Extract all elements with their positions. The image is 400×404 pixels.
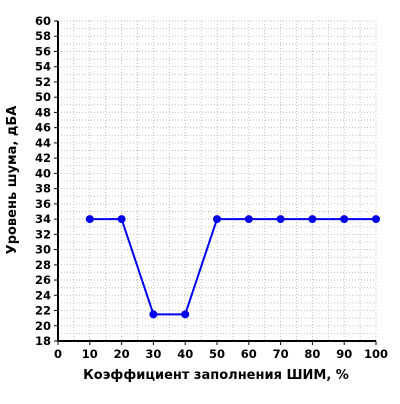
data-point	[340, 215, 349, 224]
x-tick-label: 90	[336, 347, 352, 361]
x-tick-label: 40	[177, 347, 193, 361]
data-point	[213, 215, 221, 224]
y-tick-label: 22	[35, 304, 51, 318]
y-tick-label: 56	[35, 44, 51, 58]
y-tick-label: 24	[35, 288, 51, 302]
y-tick-label: 42	[35, 151, 51, 165]
y-tick-label: 28	[35, 258, 51, 272]
x-tick-label: 30	[145, 347, 161, 361]
x-tick-label: 10	[82, 347, 98, 361]
x-tick-label: 0	[54, 347, 62, 361]
x-tick-label: 60	[241, 347, 257, 361]
x-axis-title: Коэффициент заполнения ШИМ, %	[83, 368, 349, 383]
data-point	[372, 215, 380, 224]
y-tick-label: 58	[35, 29, 51, 43]
data-point	[308, 215, 317, 224]
y-tick-label: 20	[35, 319, 51, 333]
y-tick-label: 46	[35, 121, 51, 135]
data-point	[244, 215, 253, 224]
tick-labels: 0 10 20 30 40 50 60 70 80 90 100182022242628303234…	[35, 14, 388, 361]
x-tick-label: 20	[114, 347, 130, 361]
data-point	[181, 310, 190, 319]
y-tick-label: 38	[35, 182, 51, 196]
x-tick-label: 70	[273, 347, 289, 361]
y-tick-label: 26	[35, 273, 51, 287]
y-tick-label: 40	[35, 166, 51, 180]
data-point	[117, 215, 126, 224]
data-point	[276, 215, 285, 224]
y-tick-label: 52	[35, 75, 51, 89]
y-tick-label: 48	[35, 105, 51, 119]
y-tick-label: 36	[35, 197, 51, 211]
y-tick-label: 34	[35, 212, 51, 226]
y-tick-label: 50	[35, 90, 51, 104]
y-tick-label: 54	[35, 60, 51, 74]
x-tick-label: 100	[364, 347, 388, 361]
y-tick-label: 18	[35, 334, 51, 348]
x-tick-label: 50	[209, 347, 225, 361]
grid-lines	[58, 20, 377, 341]
axes	[54, 20, 377, 345]
y-tick-label: 32	[35, 227, 51, 241]
y-tick-label: 44	[35, 136, 51, 150]
data-point	[149, 310, 158, 319]
data-point	[85, 215, 94, 224]
series-layer	[85, 215, 380, 319]
y-tick-label: 30	[35, 243, 51, 257]
y-axis-title: Уровень шума, дБА	[5, 106, 20, 255]
x-tick-label: 80	[304, 347, 320, 361]
series-line	[89, 218, 376, 316]
y-tick-label: 60	[35, 14, 51, 28]
